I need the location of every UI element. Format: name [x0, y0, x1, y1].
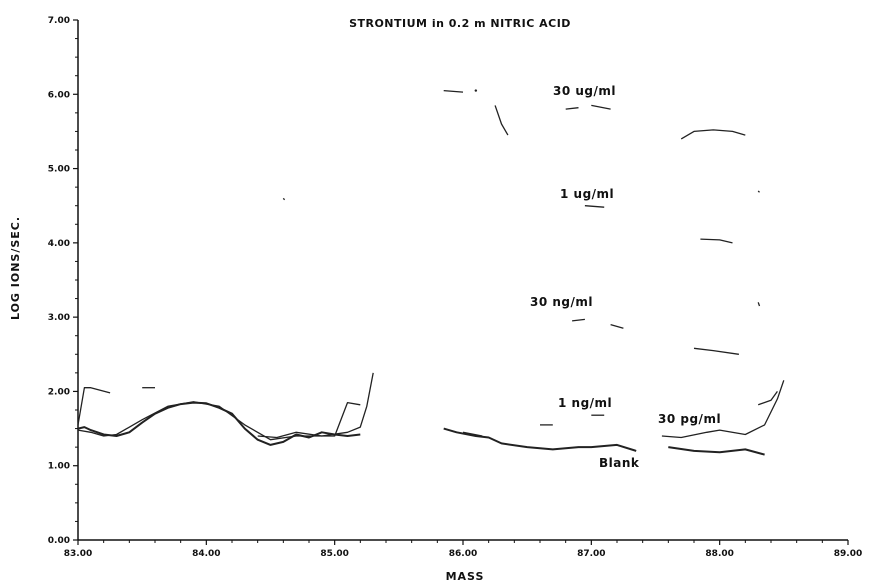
series-line-30-ug-ml — [494, 105, 509, 136]
series-line-1-ng-ml — [757, 391, 778, 406]
series-line-30-ug-ml — [591, 104, 611, 110]
axes: 0.00 1.00 2.00 3.00 4.00 5.00 6.00 7.00 83.00 84.… — [48, 16, 862, 559]
series-1-ug-ml — [282, 190, 760, 244]
series-point-30-ug-ml — [474, 89, 478, 92]
annotation-30ng: 30 ng/ml — [530, 295, 593, 309]
annotation-layer: 30 ug/ml 1 ug/ml 30 ng/ml 1 ng/ml 30 pg/… — [530, 84, 721, 470]
series-line-1-ng-ml — [462, 431, 483, 437]
series-line-1-ug-ml — [584, 205, 605, 208]
series-line-blank — [77, 401, 361, 446]
series-line-30-pg-ml — [661, 380, 785, 439]
series-line-1-ng-ml — [77, 387, 111, 426]
series-line-blank — [443, 427, 637, 452]
y-tick-label: 0.00 — [48, 536, 70, 546]
x-tick-label: 88.00 — [705, 549, 733, 559]
x-tick-label: 85.00 — [320, 549, 348, 559]
series-line-1-ug-ml — [757, 190, 760, 193]
series-layer — [77, 89, 785, 456]
x-tick-label: 84.00 — [192, 549, 220, 559]
y-tick-label: 2.00 — [48, 387, 70, 397]
series-line-1-ug-ml — [700, 238, 733, 244]
annotation-30ug: 30 ug/ml — [553, 84, 616, 98]
series-line-30-ng-ml — [757, 302, 761, 307]
series-30-ng-ml — [572, 302, 761, 355]
series-line-30-ug-ml — [565, 107, 579, 110]
series-1-ng-ml — [77, 387, 778, 439]
x-tick-label: 86.00 — [449, 549, 477, 559]
chart-title: STRONTIUM in 0.2 m NITRIC ACID — [349, 17, 571, 30]
series-line-1-ng-ml — [257, 401, 361, 439]
x-tick-label: 89.00 — [834, 549, 862, 559]
series-line-1-ug-ml — [282, 197, 286, 201]
y-tick-label: 1.00 — [48, 462, 70, 472]
y-axis-title: LOG IONS/SEC. — [9, 216, 22, 320]
x-axis-title: MASS — [446, 570, 485, 583]
series-line-30-pg-ml — [77, 372, 374, 441]
y-tick-label: 7.00 — [48, 16, 70, 26]
series-line-30-ng-ml — [572, 318, 585, 322]
x-tick-label: 83.00 — [64, 549, 92, 559]
y-tick-label: 5.00 — [48, 165, 70, 175]
series-line-30-ug-ml — [443, 89, 464, 93]
series-blank — [77, 401, 765, 456]
x-tick-label: 87.00 — [577, 549, 605, 559]
annotation-blank: Blank — [599, 456, 640, 470]
y-tick-label: 3.00 — [48, 313, 70, 323]
y-tick-label: 4.00 — [48, 239, 70, 249]
series-line-30-ng-ml — [693, 347, 739, 355]
y-tick-label: 6.00 — [48, 90, 70, 100]
annotation-1ng: 1 ng/ml — [558, 396, 612, 410]
series-line-30-ng-ml — [610, 323, 624, 329]
series-30-ug-ml — [443, 89, 746, 140]
annotation-30pg: 30 pg/ml — [658, 412, 721, 426]
series-line-blank — [668, 446, 765, 456]
series-line-30-ug-ml — [680, 129, 746, 140]
series-30-pg-ml — [77, 372, 785, 441]
annotation-1ug: 1 ug/ml — [560, 187, 614, 201]
